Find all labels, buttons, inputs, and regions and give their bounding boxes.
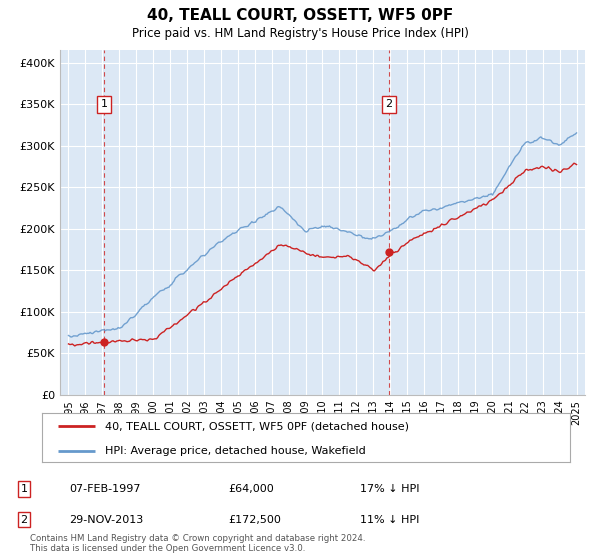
- Text: 11% ↓ HPI: 11% ↓ HPI: [360, 515, 419, 525]
- Text: 2: 2: [20, 515, 28, 525]
- Text: 17% ↓ HPI: 17% ↓ HPI: [360, 484, 419, 494]
- Text: Contains HM Land Registry data © Crown copyright and database right 2024.
This d: Contains HM Land Registry data © Crown c…: [30, 534, 365, 553]
- Text: 2: 2: [385, 99, 392, 109]
- Text: 40, TEALL COURT, OSSETT, WF5 0PF: 40, TEALL COURT, OSSETT, WF5 0PF: [147, 8, 453, 24]
- Text: 40, TEALL COURT, OSSETT, WF5 0PF (detached house): 40, TEALL COURT, OSSETT, WF5 0PF (detach…: [106, 421, 409, 431]
- Text: £64,000: £64,000: [228, 484, 274, 494]
- Text: 29-NOV-2013: 29-NOV-2013: [69, 515, 143, 525]
- Text: 07-FEB-1997: 07-FEB-1997: [69, 484, 140, 494]
- Text: HPI: Average price, detached house, Wakefield: HPI: Average price, detached house, Wake…: [106, 446, 366, 456]
- Text: Price paid vs. HM Land Registry's House Price Index (HPI): Price paid vs. HM Land Registry's House …: [131, 27, 469, 40]
- Text: 1: 1: [20, 484, 28, 494]
- Text: £172,500: £172,500: [228, 515, 281, 525]
- Text: 1: 1: [101, 99, 107, 109]
